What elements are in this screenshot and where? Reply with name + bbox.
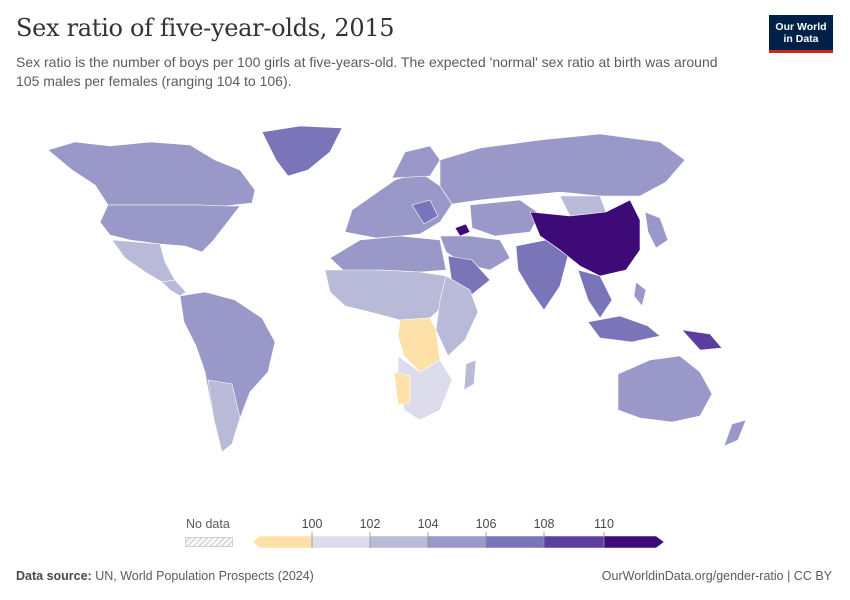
region-north-africa[interactable] (329, 235, 447, 273)
legend-tick-106: 106 (475, 517, 497, 531)
logo-line-2: in Data (783, 33, 819, 45)
region-central-asia[interactable] (469, 199, 541, 237)
legend-bin-102-104 (369, 535, 429, 549)
region-papua[interactable] (681, 329, 723, 351)
region-australia[interactable] (617, 355, 713, 423)
data-source-text: UN, World Population Prospects (2024) (95, 569, 314, 583)
legend-bin-100-102 (311, 535, 371, 549)
region-canada[interactable] (47, 141, 256, 207)
legend-bin-108-110 (543, 535, 605, 549)
legend-tick-108: 108 (533, 517, 555, 531)
region-greenland[interactable] (261, 125, 343, 177)
region-southeast-asia[interactable] (577, 269, 613, 319)
legend-no-data-label: No data (186, 517, 230, 531)
data-source-label: Data source: (16, 569, 92, 583)
region-namibia[interactable] (393, 371, 411, 405)
region-balkans[interactable] (411, 199, 439, 225)
legend-bin-below-100 (252, 535, 313, 549)
region-new-zealand[interactable] (723, 419, 747, 447)
legend-bin-104-106 (427, 535, 487, 549)
region-east-africa[interactable] (435, 275, 479, 357)
region-china[interactable] (529, 199, 641, 277)
source-url-link[interactable]: OurWorldinData.org/gender-ratio | CC BY (601, 569, 832, 583)
legend-bin-106-108 (485, 535, 545, 549)
chart-subtitle: Sex ratio is the number of boys per 100 … (16, 54, 718, 89)
region-west-africa[interactable] (324, 269, 451, 321)
region-russia[interactable] (439, 133, 686, 205)
region-caucasus[interactable] (454, 223, 471, 237)
region-madagascar[interactable] (463, 359, 477, 391)
region-indonesia[interactable] (587, 315, 661, 343)
logo-line-1: Our World (775, 21, 827, 33)
region-central-america[interactable] (161, 279, 187, 297)
region-philippines[interactable] (633, 281, 647, 307)
chart-title: Sex ratio of five-year-olds, 2015 (16, 14, 395, 42)
legend-tick-104: 104 (417, 517, 439, 531)
region-scandinavia[interactable] (391, 145, 441, 179)
region-southern-cone[interactable] (207, 379, 241, 453)
owid-logo[interactable]: Our World in Data (769, 15, 833, 53)
legend-no-data-swatch (185, 537, 233, 547)
legend-tick-102: 102 (359, 517, 381, 531)
region-korea-japan[interactable] (644, 211, 669, 249)
legend-bin-above-110 (603, 535, 665, 549)
legend-tick-100: 100 (301, 517, 323, 531)
region-mexico[interactable] (111, 239, 176, 283)
region-middle-east[interactable] (439, 235, 511, 271)
data-source: Data source: UN, World Population Prospe… (16, 569, 314, 583)
legend-color-bar (252, 532, 665, 549)
legend-tick-110: 110 (594, 517, 614, 531)
region-usa[interactable] (99, 204, 241, 253)
region-europe[interactable] (344, 171, 453, 239)
